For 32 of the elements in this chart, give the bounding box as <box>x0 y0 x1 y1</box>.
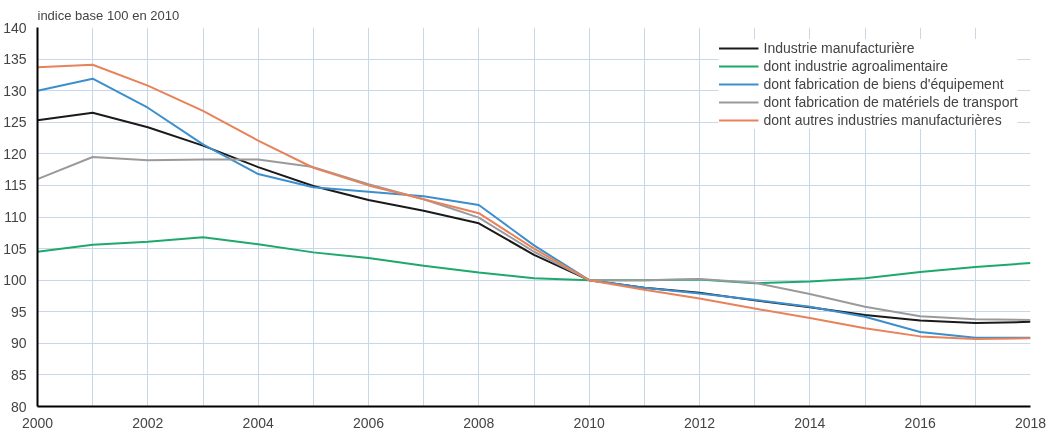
x-tick-label: 2014 <box>794 414 826 431</box>
y-tick-label: 105 <box>3 240 27 257</box>
legend-label: Industrie manufacturière <box>763 39 915 57</box>
legend-label: dont fabrication de biens d'équipement <box>763 75 1004 93</box>
legend-label: dont fabrication de matériels de transport <box>763 93 1018 111</box>
legend-label: dont autres industries manufacturières <box>763 111 1002 129</box>
x-tick-label: 2004 <box>242 414 274 431</box>
y-axis-title: indice base 100 en 2010 <box>37 7 180 23</box>
y-tick-label: 130 <box>3 82 27 99</box>
line-series <box>37 236 1031 285</box>
y-tick-label: 125 <box>3 114 27 131</box>
x-tick-label: 2012 <box>683 414 716 431</box>
x-tick-label: 2010 <box>573 414 605 431</box>
y-tick-label: 135 <box>3 51 27 68</box>
x-tick-label: 2018 <box>1014 414 1047 431</box>
y-tick-label: 80 <box>10 398 27 415</box>
y-tick-label: 100 <box>3 272 27 289</box>
y-tick-label: 115 <box>4 177 27 194</box>
y-tick-label: 95 <box>10 303 27 320</box>
x-tick-label: 2008 <box>463 414 495 431</box>
x-tick-label: 2006 <box>352 414 385 431</box>
y-tick-label: 110 <box>4 209 27 225</box>
x-tick-label: 2002 <box>132 414 164 431</box>
line-series <box>37 155 1031 321</box>
x-tick-label: 2016 <box>904 414 936 431</box>
line-series <box>37 111 1031 325</box>
y-tick-label: 140 <box>3 19 27 36</box>
y-tick-label: 85 <box>10 366 27 383</box>
y-tick-label: 90 <box>10 335 27 352</box>
legend-label: dont industrie agroalimentaire <box>763 57 948 75</box>
x-tick-label: 2000 <box>21 414 54 431</box>
y-tick-label: 120 <box>3 145 27 162</box>
